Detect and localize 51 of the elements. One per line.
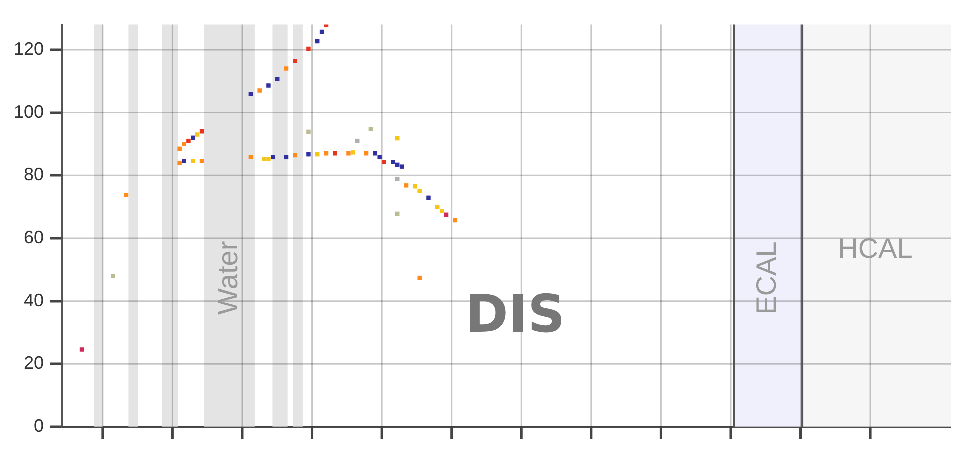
point: [418, 189, 422, 194]
point: [186, 138, 191, 144]
point: [324, 152, 329, 156]
point: [418, 276, 422, 280]
point: [306, 130, 311, 134]
point: [266, 157, 271, 162]
point: [248, 92, 254, 96]
point: [333, 152, 338, 156]
point: [275, 77, 280, 82]
point: [178, 146, 182, 152]
point: [262, 157, 266, 162]
point: [80, 348, 84, 352]
y-tick-label: 80: [24, 164, 44, 185]
annotation: Water: [212, 241, 244, 316]
point: [382, 160, 386, 164]
point: [378, 155, 382, 160]
point: [284, 66, 289, 71]
point: [191, 159, 196, 164]
point: [364, 152, 369, 156]
point: [111, 274, 116, 278]
y-tick-label: 0: [34, 416, 44, 436]
point: [191, 136, 196, 140]
point: [195, 132, 200, 137]
point: [266, 84, 271, 88]
point: [182, 142, 186, 146]
annotation: DIS: [465, 284, 566, 345]
point: [426, 196, 431, 200]
y-tick-label: 60: [24, 227, 44, 248]
point: [436, 205, 440, 210]
y-tick-label: 40: [24, 290, 44, 310]
point: [404, 184, 409, 188]
point: [346, 152, 351, 156]
annotation: ECAL: [751, 242, 782, 315]
point: [258, 88, 262, 93]
point: [306, 46, 311, 52]
point: [200, 159, 204, 164]
y-tick-label: 120: [14, 38, 44, 59]
point: [293, 59, 298, 64]
point: [440, 209, 444, 214]
point: [306, 152, 311, 157]
point: [400, 164, 404, 169]
annotation: HCAL: [838, 232, 913, 264]
point: [391, 160, 396, 164]
point: [351, 150, 356, 155]
y-tick-label: 100: [14, 102, 44, 122]
point: [178, 160, 182, 166]
y-tick-label: 20: [24, 353, 44, 374]
point: [373, 152, 378, 156]
point: [271, 155, 276, 160]
point: [182, 159, 186, 164]
point: [200, 130, 204, 134]
